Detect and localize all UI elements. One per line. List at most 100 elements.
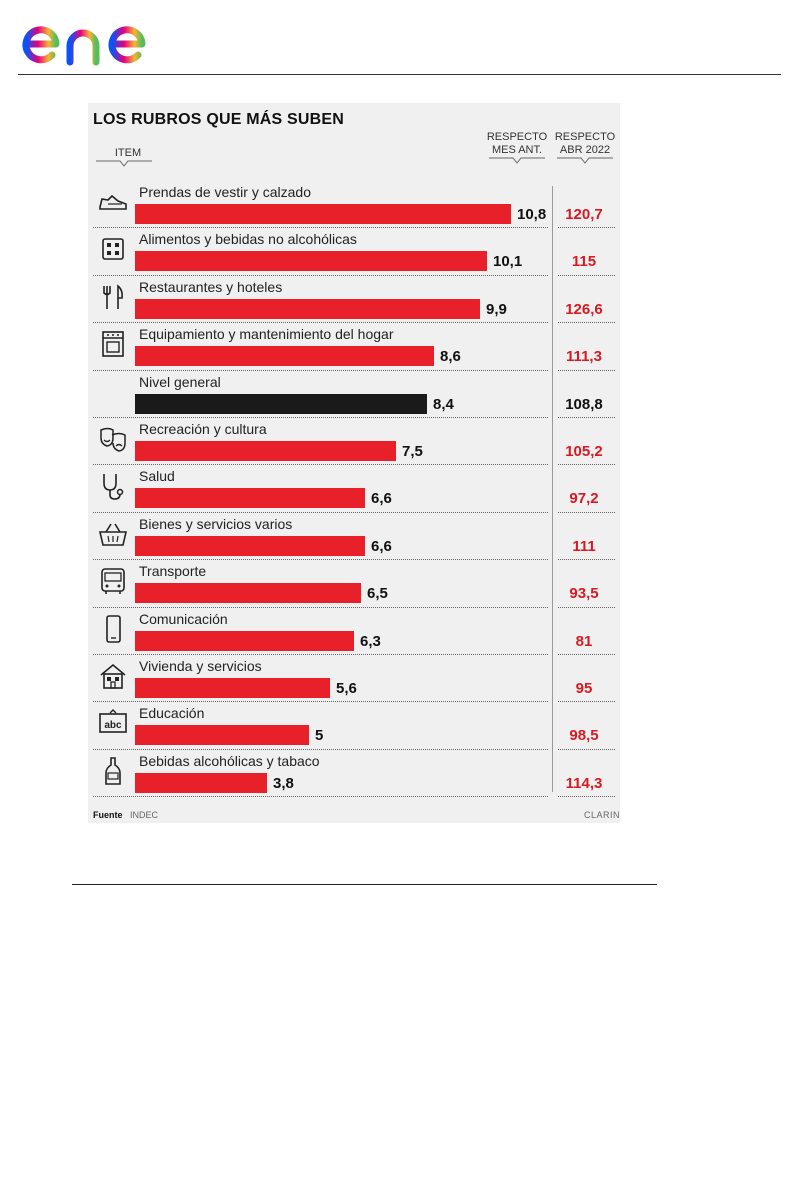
row-separator <box>558 748 615 750</box>
year-value-label: 114,3 <box>565 774 603 792</box>
category-label: Comunicación <box>139 610 228 627</box>
chart-title: LOS RUBROS QUE MÁS SUBEN <box>93 111 345 128</box>
row-separator <box>558 559 615 561</box>
item-column-label: ITEM <box>114 147 142 159</box>
source-label: Fuente <box>93 810 123 820</box>
month-value-label: 9,9 <box>486 300 507 318</box>
grocery-icon <box>102 238 124 261</box>
category-label: Educación <box>139 705 205 722</box>
abc-sign-icon: abc <box>99 709 127 734</box>
chevron-down-icon <box>489 157 545 164</box>
row-separator <box>558 369 615 371</box>
month-value-label: 6,5 <box>367 585 388 603</box>
month-value-label: 5 <box>315 727 324 745</box>
category-label: Bienes y servicios varios <box>139 515 293 532</box>
bar <box>135 725 309 746</box>
row-separator <box>558 464 615 466</box>
row-separator <box>93 559 548 561</box>
month-value-label: 6,6 <box>371 490 392 508</box>
year-value-label: 93,5 <box>569 585 599 603</box>
bar <box>135 678 330 698</box>
bar <box>135 346 434 367</box>
category-label: Transporte <box>139 563 207 580</box>
fork-knife-icon <box>103 284 123 309</box>
bar <box>135 630 354 651</box>
row-separator <box>93 511 548 513</box>
row-separator <box>93 274 548 276</box>
page-divider <box>72 884 657 885</box>
row-separator <box>93 369 548 371</box>
row-separator <box>93 464 548 466</box>
row-separator <box>93 701 548 703</box>
month-column-label-2: MES ANT. <box>491 144 543 156</box>
year-value-label: 111,3 <box>566 348 602 366</box>
item-column-header: ITEM <box>96 147 152 168</box>
row-separator <box>558 227 615 229</box>
month-value-label: 10,8 <box>517 206 547 223</box>
publisher-credit: CLARIN <box>584 810 621 820</box>
bar <box>135 251 487 272</box>
month-value-label: 8,4 <box>433 395 454 413</box>
year-value-label: 97,2 <box>569 490 599 508</box>
month-value-label: 6,6 <box>371 537 392 555</box>
enel-logo <box>22 6 166 66</box>
row-separator <box>93 417 548 418</box>
row-separator <box>558 654 615 655</box>
month-value-label: 8,6 <box>440 348 461 366</box>
year-value-label: 120,7 <box>565 206 603 223</box>
row-separator <box>558 701 615 703</box>
bar <box>135 772 267 793</box>
bar <box>135 441 396 461</box>
category-label: Alimentos y bebidas no alcohólicas <box>139 231 357 248</box>
category-label: Recreación y cultura <box>139 421 267 437</box>
year-value-label: 105,2 <box>565 443 603 460</box>
month-value-label: 5,6 <box>336 680 357 697</box>
svg-text:abc: abc <box>104 720 122 731</box>
category-label: Salud <box>139 468 175 485</box>
stethoscope-icon <box>103 474 124 501</box>
month-value-label: 6,3 <box>360 632 381 650</box>
oven-icon <box>102 331 124 357</box>
category-label: Vivienda y servicios <box>139 658 262 674</box>
row-separator <box>93 796 548 798</box>
row-separator <box>93 654 548 655</box>
month-value-label: 10,1 <box>493 253 523 271</box>
year-value-label: 98,5 <box>569 727 599 745</box>
row-separator <box>558 322 615 324</box>
chevron-down-icon <box>557 157 613 164</box>
category-label: Equipamiento y mantenimiento del hogar <box>139 326 394 343</box>
year-column-label-1: RESPECTO <box>554 131 616 143</box>
category-label: Restaurantes y hoteles <box>139 278 283 295</box>
year-value-label: 111 <box>572 537 596 555</box>
category-label: Bebidas alcohólicas y tabaco <box>139 752 320 769</box>
month-value-label: 3,8 <box>273 774 294 792</box>
row-separator <box>93 227 548 229</box>
row-separator <box>558 274 615 276</box>
row-separator <box>93 748 548 750</box>
bottle-icon <box>105 756 121 785</box>
house-icon <box>100 663 126 689</box>
bar-highlight <box>135 393 427 414</box>
column-divider <box>552 186 553 792</box>
category-label: Nivel general <box>139 373 221 390</box>
year-value-label: 108,8 <box>565 395 603 413</box>
basket-icon <box>98 523 128 546</box>
bar <box>135 488 365 509</box>
year-value-label: 115 <box>571 253 597 271</box>
row-separator <box>93 606 548 608</box>
year-column-label-2: ABR 2022 <box>559 144 611 156</box>
header-divider <box>18 74 781 75</box>
row-separator <box>558 511 615 513</box>
chevron-down-icon <box>96 160 152 167</box>
year-column-header: RESPECTO ABR 2022 <box>550 131 620 165</box>
row-separator <box>93 322 548 324</box>
theater-masks-icon <box>100 427 126 452</box>
bus-icon <box>101 568 125 595</box>
bar <box>135 298 480 319</box>
sneaker-icon <box>99 194 127 210</box>
month-column-label-1: RESPECTO <box>486 131 548 143</box>
bar <box>135 583 361 604</box>
smartphone-icon <box>106 614 121 643</box>
category-label: Prendas de vestir y calzado <box>139 184 311 200</box>
source-name: INDEC <box>130 810 159 820</box>
